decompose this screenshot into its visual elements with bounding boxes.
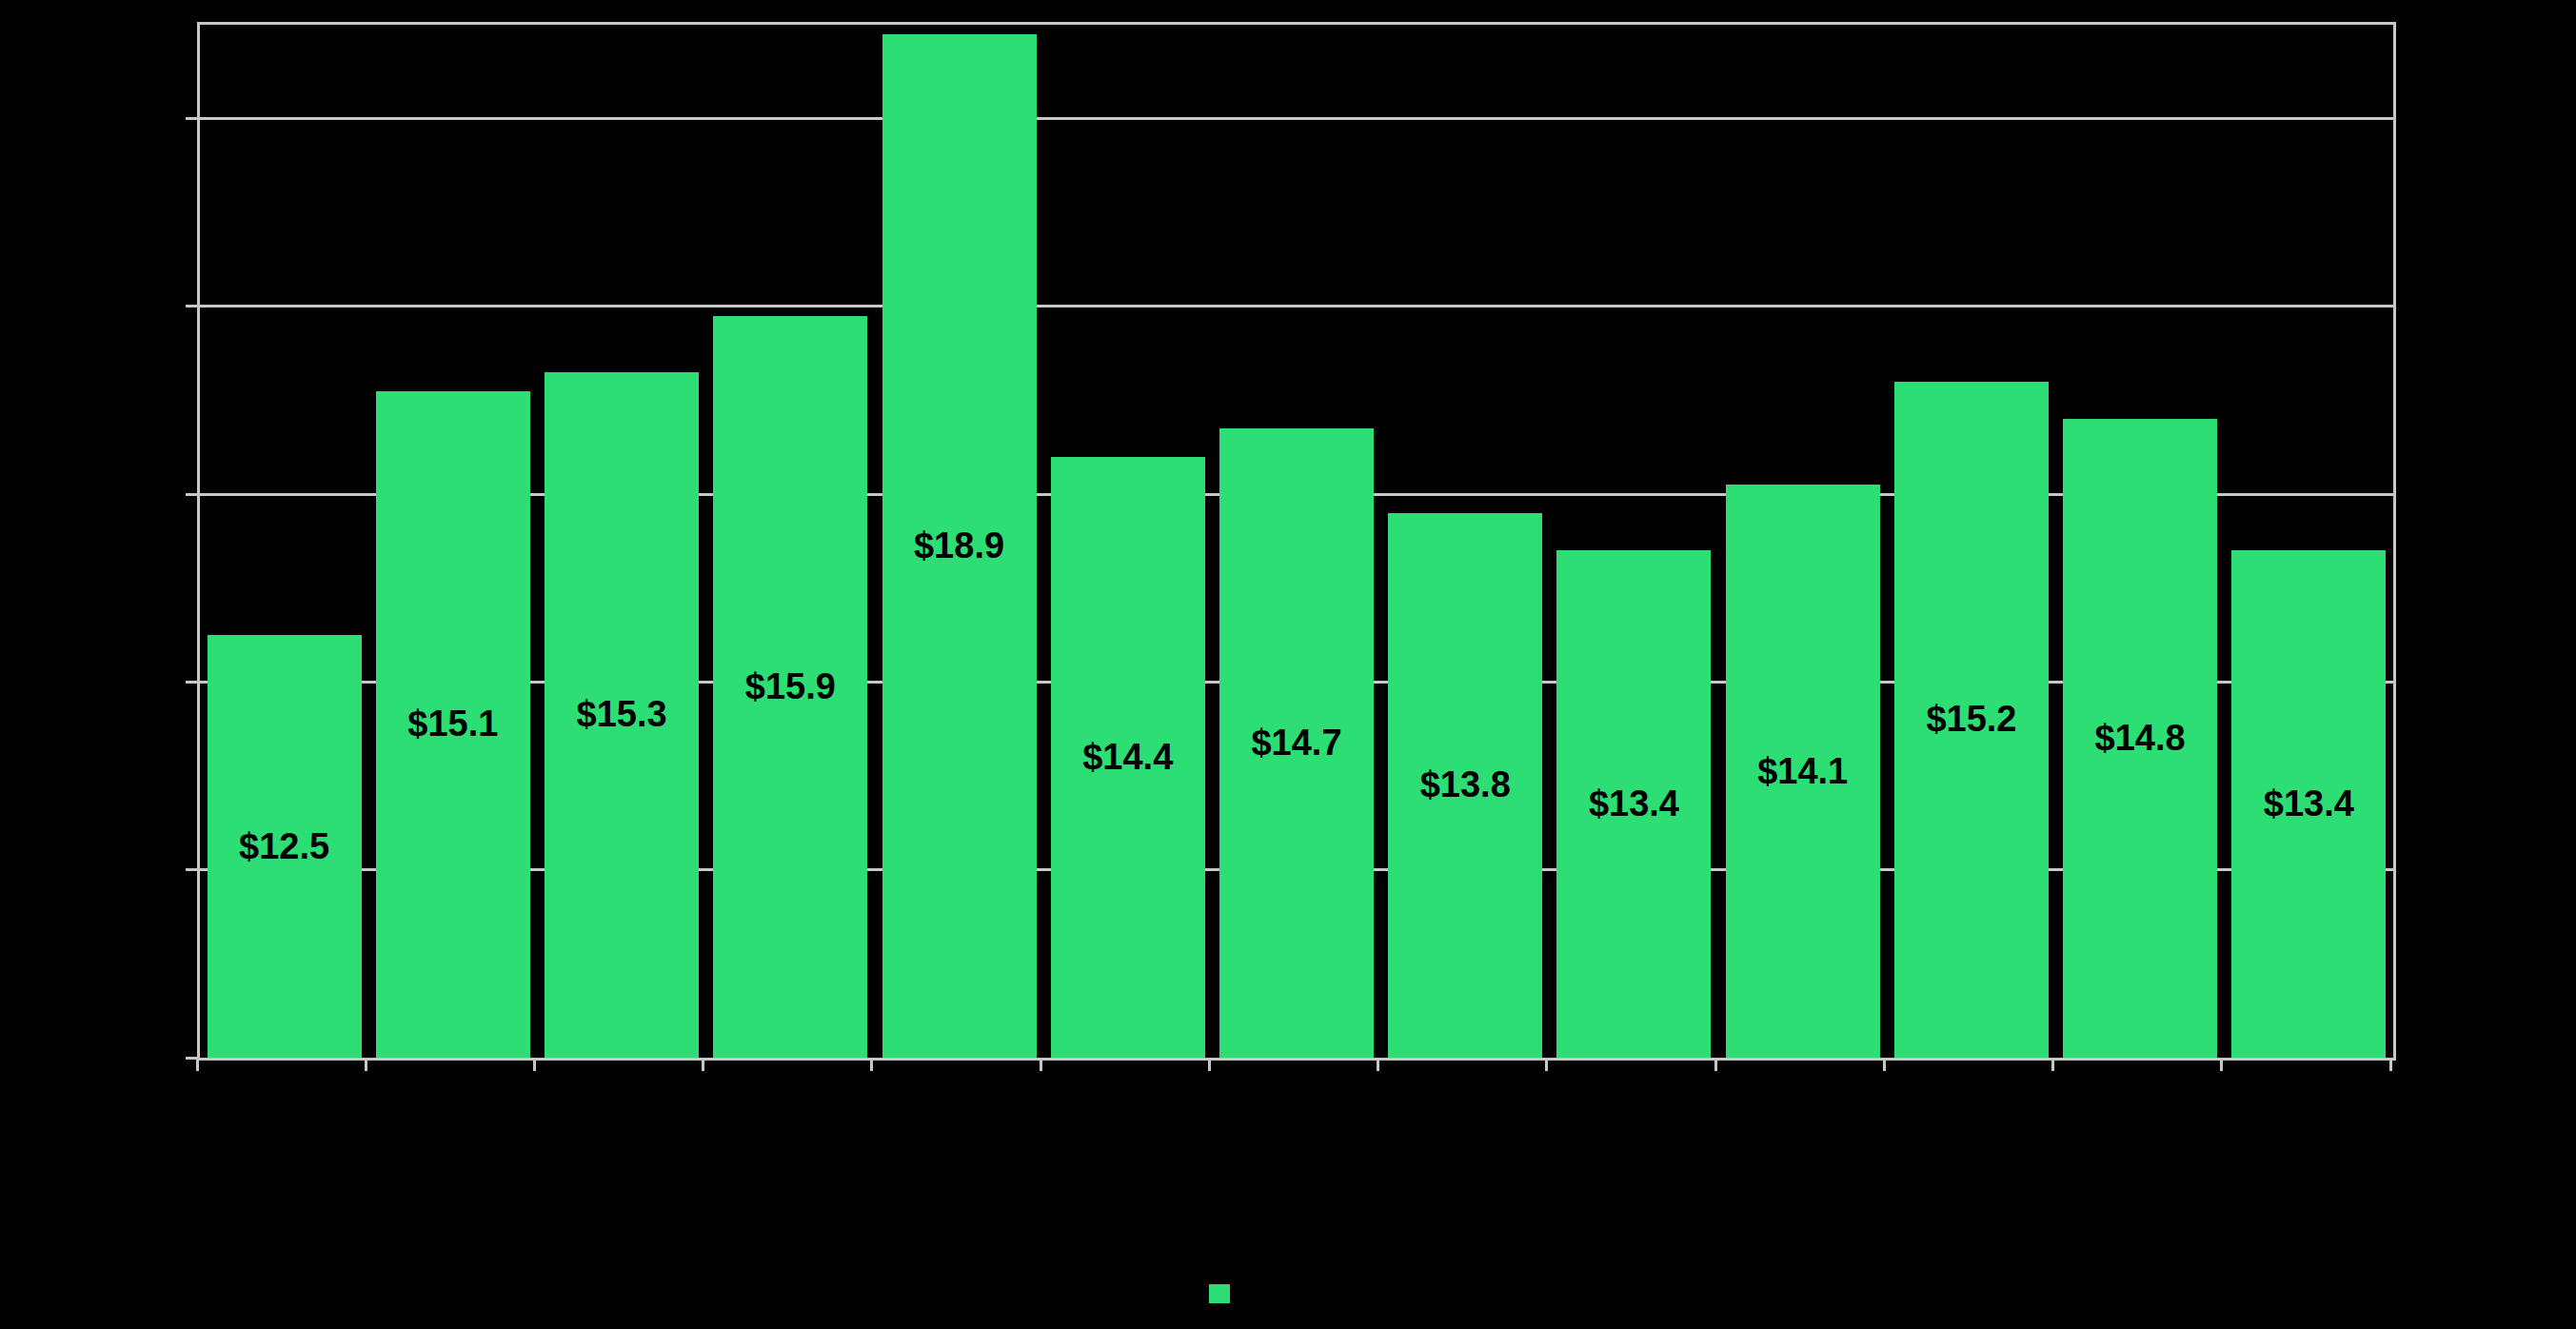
x-axis-tick (2389, 1058, 2392, 1071)
x-axis-tick (1208, 1058, 1211, 1071)
x-axis-tick (196, 1058, 199, 1071)
x-axis-ticks (200, 25, 2393, 1058)
x-axis-tick (702, 1058, 704, 1071)
legend-marker-swatch (1209, 1284, 1230, 1303)
y-axis-tick (186, 305, 197, 307)
y-axis-tick (186, 681, 197, 684)
y-axis-tick (186, 868, 197, 871)
y-axis-tick (186, 117, 197, 120)
x-axis-tick (533, 1058, 536, 1071)
plot-area: $12.5$15.1$15.3$15.9$18.9$14.4$14.7$13.8… (197, 22, 2396, 1061)
x-axis-tick (1377, 1058, 1379, 1071)
y-axis-tick (186, 493, 197, 496)
x-axis-tick (2220, 1058, 2223, 1071)
x-axis-tick (2051, 1058, 2054, 1071)
x-axis-tick (1714, 1058, 1717, 1071)
x-axis-tick (870, 1058, 873, 1071)
x-axis-tick (1545, 1058, 1548, 1071)
x-axis-tick (1883, 1058, 1886, 1071)
chart-canvas: $12.5$15.1$15.3$15.9$18.9$14.4$14.7$13.8… (0, 0, 2576, 1329)
x-axis-tick (365, 1058, 367, 1071)
x-axis-tick (1040, 1058, 1042, 1071)
